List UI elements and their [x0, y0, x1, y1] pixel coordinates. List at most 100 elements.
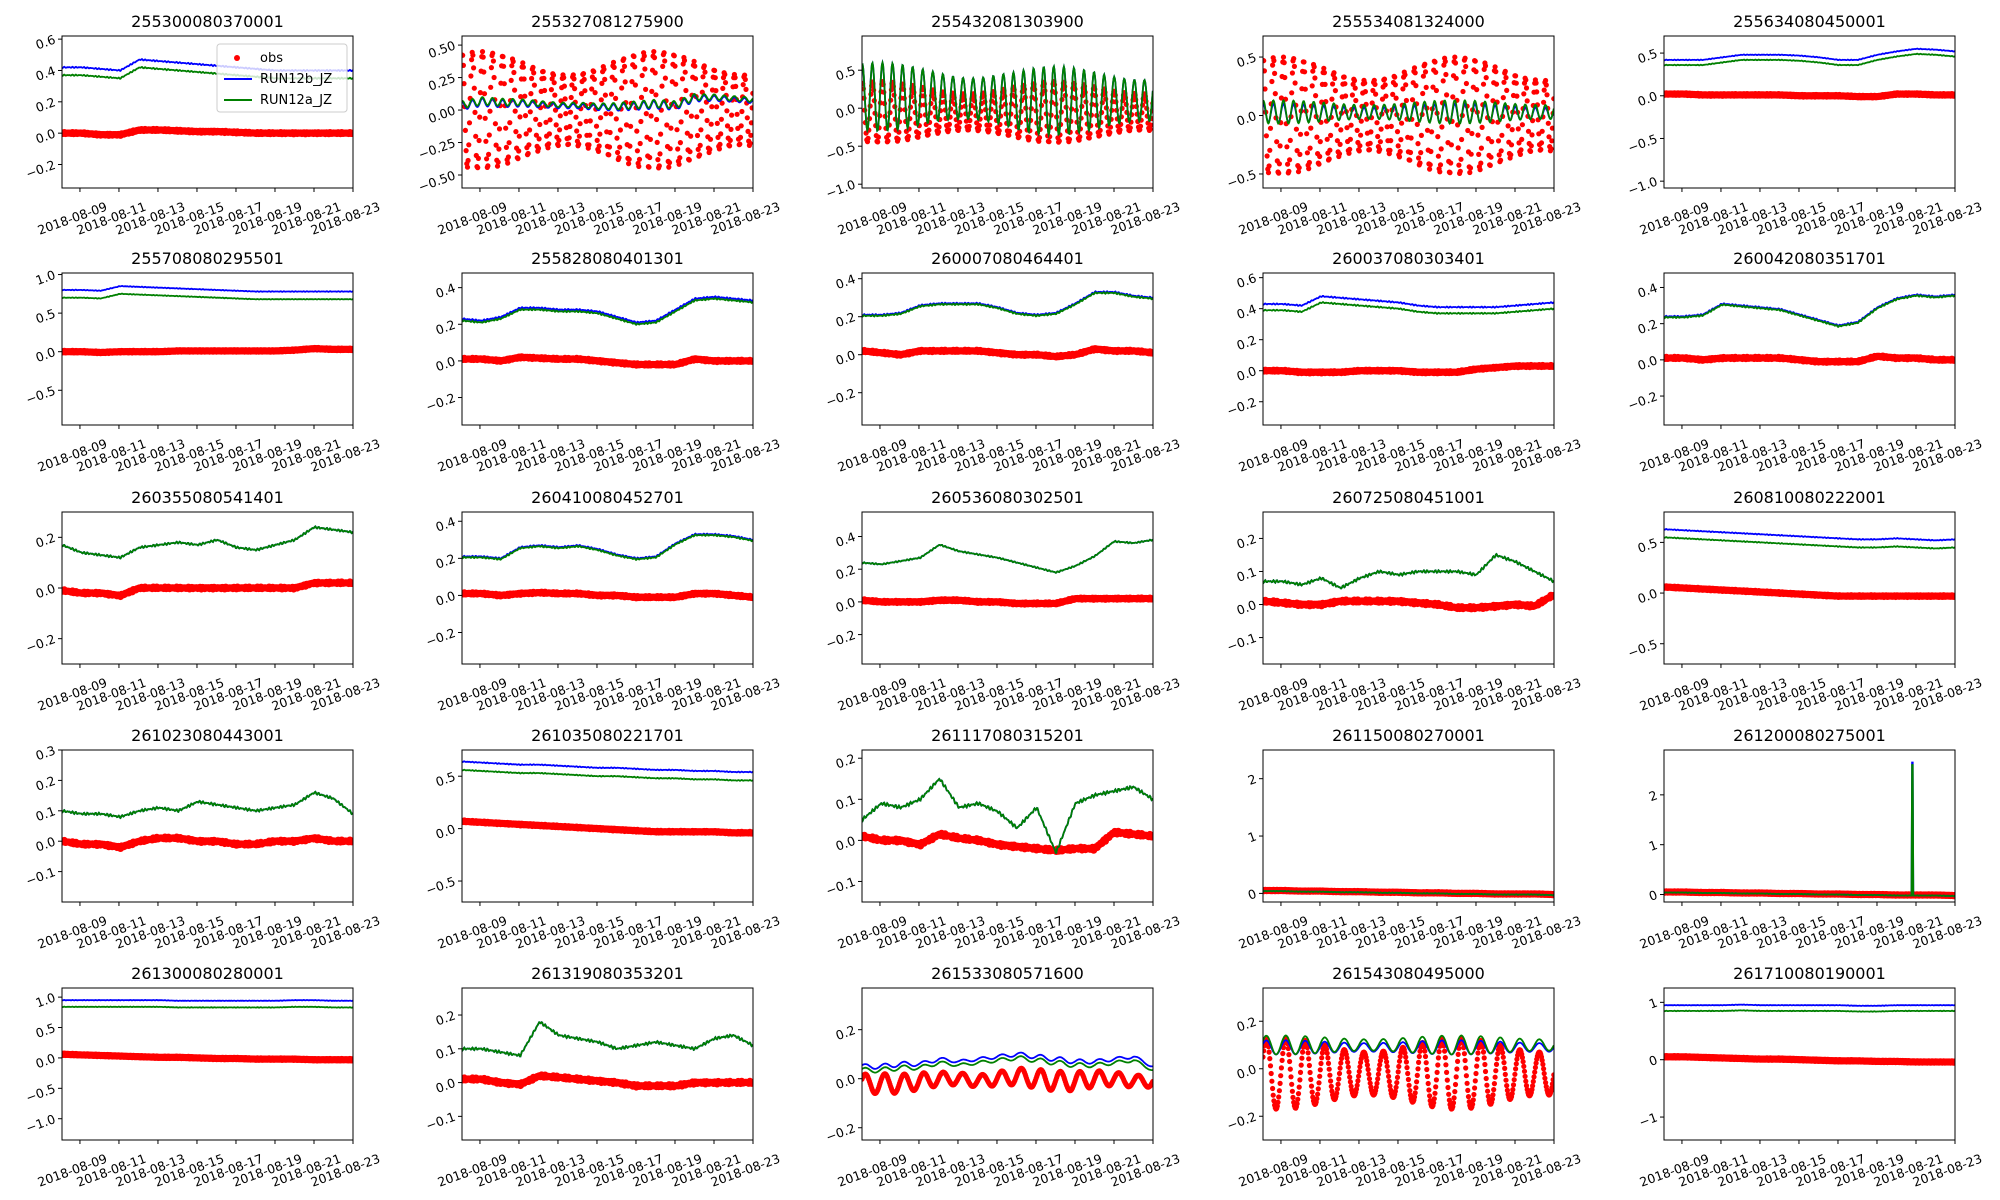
series-line-run12a_jz	[1664, 536, 1955, 550]
obs-point	[1368, 129, 1374, 135]
obs-point	[1343, 93, 1349, 99]
obs-point	[712, 67, 718, 74]
obs-point	[527, 127, 533, 133]
obs-point	[1381, 76, 1388, 82]
obs-point	[1437, 169, 1443, 175]
obs-point	[576, 133, 583, 139]
obs-point	[518, 94, 524, 100]
obs-point	[546, 131, 553, 137]
obs-point	[490, 58, 496, 64]
obs-point	[610, 59, 617, 65]
obs-point	[465, 157, 471, 164]
obs-point	[717, 141, 723, 147]
obs-point	[684, 109, 690, 115]
y-tick-label: 0.0	[34, 344, 58, 365]
y-tick-label: 0.2	[1235, 332, 1259, 353]
obs-point	[1508, 142, 1515, 148]
obs-point	[1397, 148, 1403, 155]
obs-point	[1097, 132, 1103, 138]
obs-point	[596, 143, 602, 149]
obs-point	[703, 82, 709, 88]
obs-point	[516, 148, 522, 154]
obs-point	[926, 127, 932, 133]
obs-point	[1467, 165, 1474, 171]
obs-point	[636, 163, 642, 169]
obs-point	[1006, 132, 1012, 138]
obs-point	[1291, 56, 1297, 62]
y-tick-label: −0.25	[416, 135, 457, 162]
y-tick-label: 0.2	[834, 562, 858, 583]
obs-point	[709, 104, 715, 110]
obs-point	[591, 76, 598, 82]
obs-point	[655, 157, 661, 163]
obs-point	[643, 86, 649, 92]
obs-point	[561, 75, 567, 81]
plot-area	[862, 538, 1153, 608]
obs-point	[686, 157, 692, 163]
obs-point	[1450, 94, 1456, 100]
obs-point	[1514, 93, 1520, 99]
obs-point	[697, 142, 703, 148]
obs-point	[1304, 150, 1310, 156]
y-tick-label: −1.0	[1626, 174, 1660, 198]
obs-point	[1541, 99, 1547, 105]
obs-point	[526, 142, 532, 148]
obs-point	[673, 81, 679, 87]
obs-point	[1392, 74, 1398, 80]
obs-point	[601, 66, 607, 72]
obs-point	[732, 75, 738, 81]
y-tick-label: 0.0	[834, 594, 858, 615]
obs-point	[739, 108, 745, 115]
obs-point	[1539, 128, 1545, 134]
obs-point	[748, 120, 753, 126]
subplot-title: 260810080222001	[1733, 488, 1886, 507]
obs-point	[507, 120, 513, 126]
obs-point	[708, 121, 714, 127]
obs-point	[496, 126, 503, 132]
obs-point	[617, 144, 623, 150]
obs-point	[749, 105, 753, 111]
obs-point	[629, 79, 635, 85]
y-tick-label: 0.25	[426, 70, 457, 94]
obs-point	[1066, 136, 1073, 142]
obs-point	[1322, 81, 1328, 87]
obs-point	[619, 68, 626, 74]
obs-point	[1263, 86, 1268, 92]
plot-area	[1263, 54, 1554, 176]
obs-point	[468, 73, 474, 79]
series-line-run12a_jz	[62, 525, 353, 560]
obs-point	[628, 123, 634, 129]
obs-point	[639, 72, 645, 79]
y-tick-label: 0.0	[1235, 597, 1259, 618]
obs-point	[1504, 87, 1510, 93]
series-line-run12b_jz	[462, 295, 753, 324]
obs-point	[1463, 80, 1469, 87]
obs-point	[580, 71, 587, 77]
plot-frame	[1663, 511, 1956, 665]
subplot-title: 255300080370001	[131, 12, 284, 31]
y-tick-label: 0.4	[434, 280, 458, 301]
obs-point	[1278, 95, 1284, 101]
obs-point	[510, 58, 516, 65]
obs-point	[1373, 91, 1379, 97]
obs-point	[1414, 121, 1420, 127]
obs-point	[1026, 135, 1032, 141]
obs-point	[1016, 134, 1022, 140]
obs-point	[662, 75, 669, 81]
y-tick-label: −0.5	[1225, 166, 1259, 190]
obs-point	[587, 132, 593, 138]
y-tick-label: 0.5	[834, 63, 858, 84]
obs-point	[1448, 160, 1454, 166]
plot-frame	[1663, 272, 1956, 426]
obs-point	[688, 133, 694, 139]
y-tick-label: 0.2	[434, 551, 458, 572]
obs-point	[621, 56, 627, 62]
obs-point	[462, 81, 467, 87]
obs-point	[1461, 69, 1467, 75]
obs-point	[1077, 134, 1083, 140]
obs-point	[606, 144, 613, 150]
obs-point	[750, 90, 753, 96]
obs-point	[1479, 124, 1485, 130]
obs-point	[511, 69, 517, 76]
obs-point	[1280, 54, 1287, 60]
